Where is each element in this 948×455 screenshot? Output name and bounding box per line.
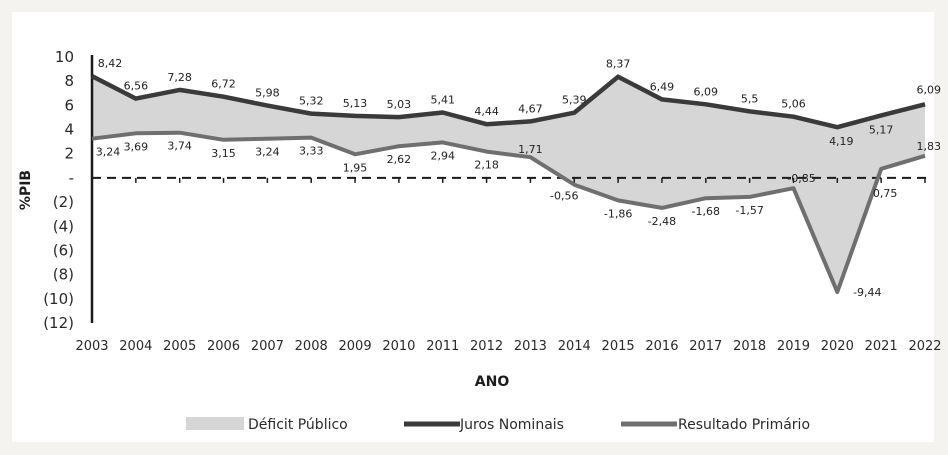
- juros-data-label: 6,56: [124, 80, 149, 93]
- x-tick-label: 2004: [119, 339, 152, 354]
- y-tick-label: (8): [53, 266, 74, 284]
- y-tick-label: (12): [43, 314, 74, 332]
- primario-data-label: 3,69: [124, 140, 149, 153]
- primario-data-label: -0,85: [787, 172, 815, 185]
- x-tick-label: 2019: [777, 339, 810, 354]
- x-tick-label: 2008: [295, 339, 328, 354]
- juros-data-label: 5,98: [255, 87, 280, 100]
- y-tick-label: (10): [43, 290, 74, 308]
- y-axis-title: %PIB: [18, 170, 34, 210]
- primario-data-label: 3,15: [211, 147, 236, 160]
- x-tick-label: 2014: [558, 339, 591, 354]
- x-tick-label: 2005: [163, 339, 196, 354]
- juros-data-label: 4,67: [518, 102, 543, 115]
- primario-data-label: 3,24: [96, 146, 121, 159]
- juros-data-label: 8,42: [98, 57, 123, 70]
- primario-data-label: 2,62: [387, 153, 412, 166]
- juros-data-label: 5,03: [387, 98, 412, 111]
- y-tick-label: 4: [64, 121, 74, 139]
- juros-data-label: 5,06: [781, 98, 806, 111]
- juros-data-label: 5,39: [562, 94, 587, 107]
- juros-data-label: 5,17: [869, 123, 894, 136]
- nominal-interest-line: [90, 74, 926, 130]
- primario-data-label: -9,44: [853, 286, 881, 299]
- x-tick-label: 2010: [382, 339, 415, 354]
- juros-data-label: 5,5: [741, 92, 759, 105]
- y-tick-label: (6): [53, 241, 74, 259]
- y-tick-label: 6: [64, 96, 74, 114]
- primario-data-label: 3,33: [299, 145, 324, 158]
- primario-data-label: -2,48: [648, 215, 676, 228]
- x-tick-label: 2022: [908, 339, 941, 354]
- legend-label-juros: Juros Nominais: [459, 417, 564, 433]
- juros-data-label: 6,49: [650, 80, 675, 93]
- chart-background: [12, 12, 934, 442]
- primario-data-label: -1,57: [735, 204, 763, 217]
- x-tick-label: 2020: [821, 339, 854, 354]
- juros-data-label: 4,19: [829, 135, 854, 148]
- x-tick-label: 2006: [207, 339, 240, 354]
- juros-data-label: 6,09: [917, 83, 942, 96]
- legend-label-deficit: Déficit Público: [248, 417, 348, 433]
- primario-data-label: 1,71: [518, 143, 543, 156]
- x-tick-label: 2016: [645, 339, 678, 354]
- primario-data-label: 3,74: [167, 140, 192, 153]
- legend: Déficit Público Juros Nominais Resultado P…: [186, 417, 810, 433]
- x-tick-label: 2018: [733, 339, 766, 354]
- juros-data-label: 8,37: [606, 58, 631, 71]
- primario-data-label: -1,86: [604, 207, 632, 220]
- x-tick-label: 2013: [514, 339, 547, 354]
- x-tick-label: 2021: [865, 339, 898, 354]
- legend-swatch-deficit: [186, 417, 244, 430]
- juros-data-label: 5,41: [430, 93, 455, 106]
- legend-label-primario: Resultado Primário: [678, 417, 810, 433]
- primario-data-label: 2,18: [474, 159, 499, 172]
- primario-data-label: 1,83: [917, 140, 942, 153]
- primario-data-label: -1,68: [692, 205, 720, 218]
- juros-data-label: 5,32: [299, 95, 324, 108]
- x-tick-label: 2007: [251, 339, 284, 354]
- juros-data-label: 4,44: [474, 105, 499, 118]
- y-tick-label: (4): [53, 217, 74, 235]
- primario-data-label: 0,75: [873, 187, 898, 200]
- deficit-area: [92, 76, 925, 292]
- juros-data-label: 5,13: [343, 97, 368, 110]
- x-tick-label: 2011: [426, 339, 459, 354]
- primario-data-label: 2,94: [430, 149, 455, 162]
- x-tick-label: 2017: [689, 339, 722, 354]
- x-tick-label: 2012: [470, 339, 503, 354]
- x-tick-label: 2009: [339, 339, 372, 354]
- juros-data-label: 6,72: [211, 78, 236, 91]
- y-tick-label: 2: [64, 145, 74, 163]
- juros-data-label: 6,09: [694, 85, 719, 98]
- primario-data-label: -0,56: [550, 190, 578, 203]
- y-tick-label: (2): [53, 193, 74, 211]
- primario-data-label: 3,24: [255, 146, 280, 159]
- y-tick-label: 10: [55, 48, 74, 66]
- juros-data-label: 7,28: [167, 71, 192, 84]
- y-tick-label: -: [69, 169, 74, 187]
- primario-data-label: 1,95: [343, 161, 368, 174]
- x-axis-title: ANO: [475, 374, 510, 390]
- x-tick-label: 2003: [75, 339, 108, 354]
- y-tick-label: 8: [64, 72, 74, 90]
- primary-result-line: [91, 130, 926, 294]
- x-tick-label: 2015: [602, 339, 635, 354]
